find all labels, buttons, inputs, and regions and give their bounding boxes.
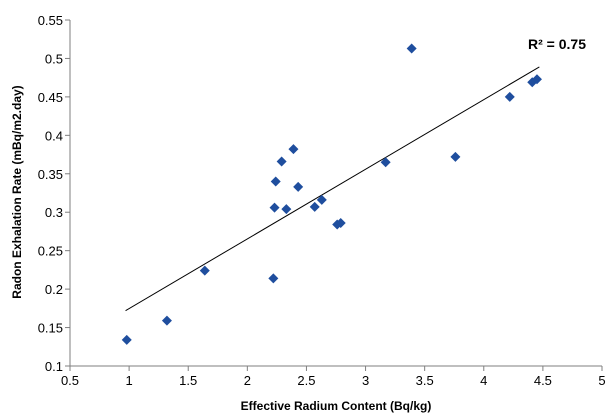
data-point (504, 91, 515, 102)
x-tick-label: 2.5 (297, 373, 315, 388)
y-tick-label: 0.35 (38, 167, 63, 182)
x-tick-labels: 0.5 1 1.5 2 2.5 3 3.5 4 4.5 5 (61, 373, 606, 388)
x-tick-label: 1 (125, 373, 132, 388)
data-point (269, 202, 280, 213)
y-tick-labels: 0.1 0.15 0.2 0.25 0.3 0.35 0.4 0.45 0.5 0.55 (38, 13, 63, 374)
y-tick-label: 0.25 (38, 244, 63, 259)
x-tick-label: 3 (362, 373, 369, 388)
data-points (121, 43, 542, 345)
data-point (316, 194, 327, 205)
data-point (276, 156, 287, 167)
y-tick-label: 0.55 (38, 13, 63, 28)
y-tick-label: 0.45 (38, 90, 63, 105)
data-point (531, 74, 542, 85)
x-tick-label: 5 (598, 373, 605, 388)
x-tick-label: 0.5 (61, 373, 79, 388)
r-squared-label: R² = 0.75 (528, 36, 586, 52)
data-point (288, 144, 299, 155)
y-axis-title: Radon Exhalation Rate (mBq/m2.day) (10, 85, 24, 298)
data-point (309, 201, 320, 212)
data-point (380, 157, 391, 168)
y-tick-label: 0.3 (45, 205, 63, 220)
x-tick-label: 1.5 (179, 373, 197, 388)
data-point (450, 151, 461, 162)
x-tick-label: 3.5 (416, 373, 434, 388)
data-point (281, 204, 292, 215)
y-tick-label: 0.4 (45, 128, 63, 143)
data-point (268, 273, 279, 284)
x-tick-label: 4.5 (534, 373, 552, 388)
y-tick-label: 0.1 (45, 359, 63, 374)
data-point (161, 315, 172, 326)
x-tick-label: 4 (480, 373, 487, 388)
x-axis-title: Effective Radium Content (Bq/kg) (241, 399, 432, 413)
data-point (270, 176, 281, 187)
axes (65, 19, 603, 371)
data-point (293, 181, 304, 192)
data-point (121, 334, 132, 345)
data-point (199, 265, 210, 276)
data-point (406, 43, 417, 54)
y-tick-label: 0.2 (45, 282, 63, 297)
trendline (125, 66, 540, 312)
x-tick-label: 2 (244, 373, 251, 388)
data-point (335, 217, 346, 228)
y-tick-label: 0.5 (45, 51, 63, 66)
y-tick-label: 0.15 (38, 321, 63, 336)
